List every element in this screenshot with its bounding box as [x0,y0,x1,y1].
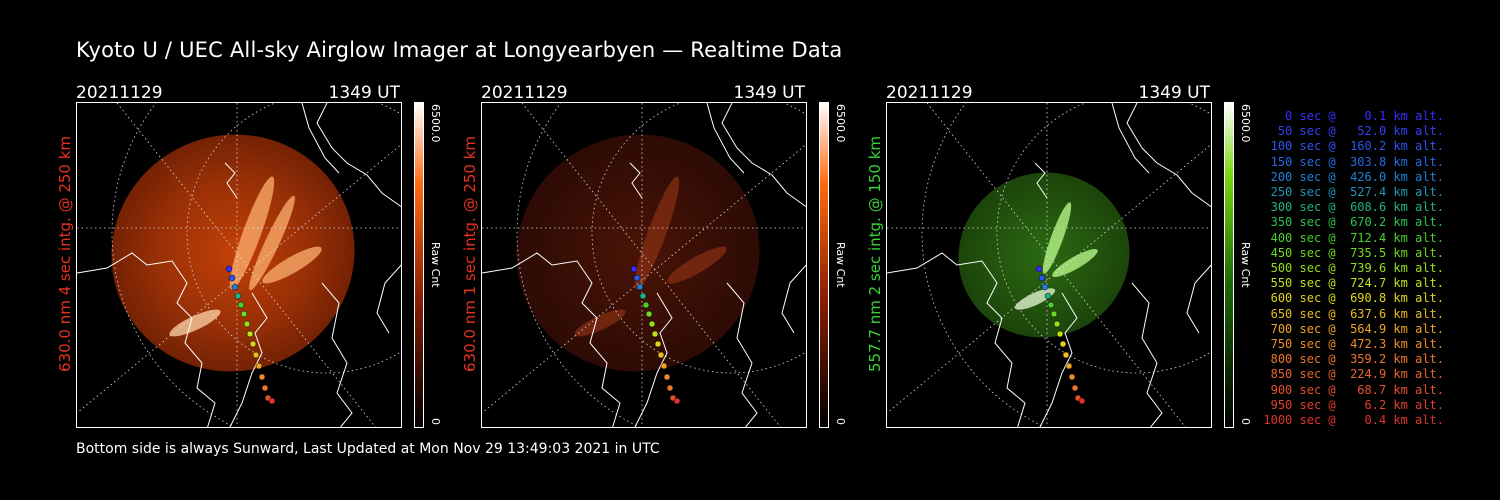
panel-1-aurora-arcs [169,176,322,337]
panel-1-date: 20211129 [76,83,163,103]
legend-row: 300 sec @ 608.6 km alt. [1263,200,1444,215]
panel-3-aurora-arcs [1014,202,1098,310]
legend-row: 450 sec @ 735.5 km alt. [1263,245,1444,260]
legend-row: 0 sec @ 0.1 km alt. [1263,109,1444,123]
panel-1-trajectory [225,265,276,405]
footer-update-note: Bottom side is always Sunward, Last Upda… [76,441,660,457]
legend-row: 950 sec @ 6.2 km alt. [1263,397,1444,412]
panel-3-allsky-map [887,103,1211,427]
panel-1-colorbar-max: 6500.0 [429,104,442,143]
panel-3-trajectory [1035,265,1086,405]
legend-row: 100 sec @ 160.2 km alt. [1263,139,1444,154]
legend-row: 700 sec @ 564.9 km alt. [1263,321,1444,336]
panel-2-aurora-arcs [574,176,727,337]
panel-2-colorbar-max: 6500.0 [834,104,847,143]
legend-row: 200 sec @ 426.0 km alt. [1263,169,1444,184]
legend-row: 850 sec @ 224.9 km alt. [1263,367,1444,382]
legend-row: 600 sec @ 690.8 km alt. [1263,291,1444,306]
panel-1-grid [77,103,401,427]
panel-2-channel-label: 630.0 nm 1 sec intg. @ 250 km [461,135,479,372]
panel-1-coastline [77,103,401,427]
panel-2-allsky-map [482,103,806,427]
panel-2-trajectory [630,265,681,405]
legend-row: 250 sec @ 527.4 km alt. [1263,185,1444,200]
panel-2-airglow-disc [516,134,760,372]
panel-3-colorbar-unit: Raw Cnt [1239,242,1252,288]
panel-1-time: 1349 UT [328,83,401,103]
panel-2-coastline [482,103,806,427]
panel-1-channel-label: 630.0 nm 4 sec intg. @ 250 km [56,135,74,372]
panel-3-colorbar-max: 6500.0 [1239,104,1252,143]
legend-row: 1000 sec @ 0.4 km alt. [1263,413,1444,428]
legend-row: 350 sec @ 670.2 km alt. [1263,215,1444,230]
legend-row: 900 sec @ 68.7 km alt. [1263,382,1444,397]
legend-row: 150 sec @ 303.8 km alt. [1263,154,1444,169]
panel-2-time: 1349 UT [733,83,806,103]
panel-1-colorbar [414,102,424,428]
panel-1-allsky-map [77,103,401,427]
panel-2-colorbar-unit: Raw Cnt [834,242,847,288]
panel-2-colorbar-min: 0 [834,418,847,425]
panel-1-colorbar-min: 0 [429,418,442,425]
panel-1-airglow-disc [111,134,355,372]
panel-3-image [886,102,1212,428]
legend-row: 550 sec @ 724.7 km alt. [1263,276,1444,291]
panel-3-channel-label: 557.7 nm 2 sec intg. @ 150 km [866,135,884,372]
legend-row: 750 sec @ 472.3 km alt. [1263,337,1444,352]
panel-2-grid [482,103,806,427]
panel-3-colorbar-min: 0 [1239,418,1252,425]
panel-3-colorbar [1224,102,1234,428]
legend-row: 650 sec @ 637.6 km alt. [1263,306,1444,321]
time-altitude-legend: 0 sec @ 0.1 km alt. 50 sec @ 52.0 km alt… [1262,109,1444,428]
panel-2-colorbar [819,102,829,428]
panel-1-image [76,102,402,428]
panel-2-date: 20211129 [481,83,568,103]
panel-1-colorbar-unit: Raw Cnt [429,242,442,288]
legend-row: 400 sec @ 712.4 km alt. [1263,230,1444,245]
panel-3-grid [887,103,1211,427]
page-title: Kyoto U / UEC All-sky Airglow Imager at … [76,38,843,62]
panel-2-image [481,102,807,428]
legend-row: 800 sec @ 359.2 km alt. [1263,352,1444,367]
panel-3-date: 20211129 [886,83,973,103]
legend-row: 50 sec @ 52.0 km alt. [1263,124,1444,139]
legend-row: 500 sec @ 739.6 km alt. [1263,261,1444,276]
panel-3-airglow-disc [958,172,1130,338]
panel-3-time: 1349 UT [1138,83,1211,103]
panel-3-coastline [887,103,1211,427]
